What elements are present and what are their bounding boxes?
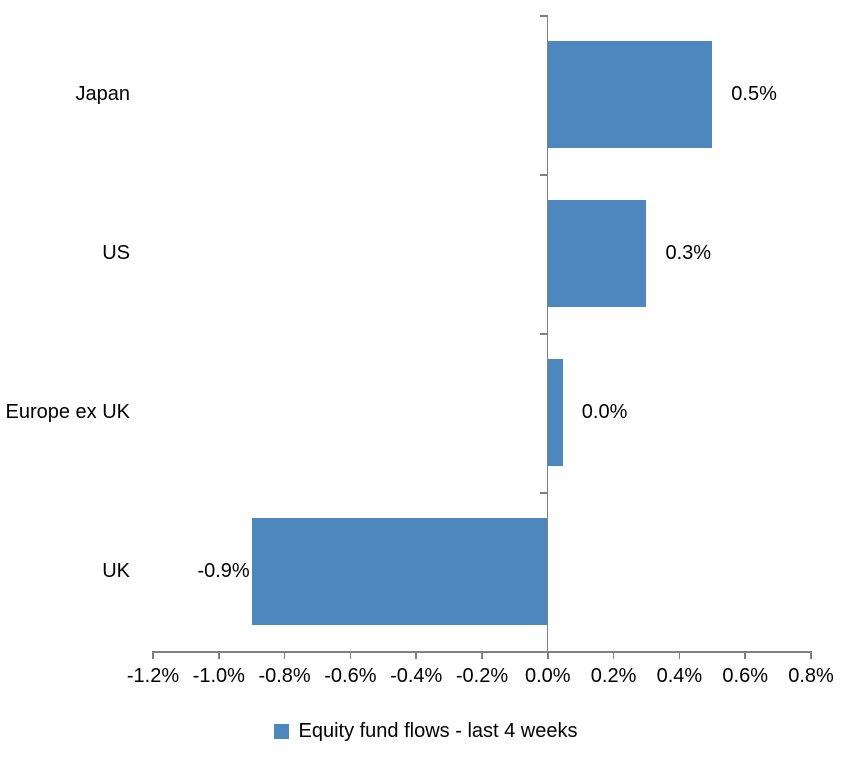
x-axis-tick-label: 0.0% bbox=[525, 665, 571, 687]
x-axis-tick bbox=[349, 651, 352, 659]
x-axis-tick bbox=[152, 651, 154, 659]
value-label: -0.9% bbox=[197, 560, 250, 582]
x-axis-tick bbox=[283, 651, 286, 659]
category-label: UK bbox=[102, 560, 130, 582]
x-axis-tick bbox=[612, 651, 615, 659]
category-label: Europe ex UK bbox=[5, 401, 130, 423]
x-axis-tick-label: -0.6% bbox=[324, 665, 377, 687]
x-axis-tick-label: 0.8% bbox=[788, 665, 834, 687]
x-axis-tick bbox=[481, 651, 483, 659]
x-axis-tick-label: 0.2% bbox=[590, 665, 637, 687]
x-axis-tick bbox=[678, 651, 681, 659]
x-axis-tick-label: -0.2% bbox=[455, 665, 509, 687]
category-label: Japan bbox=[75, 83, 131, 105]
x-axis-tick-label: -1.0% bbox=[192, 665, 245, 687]
x-axis-tick-label: -1.2% bbox=[126, 665, 180, 687]
x-axis-tick-label: 0.6% bbox=[722, 665, 768, 687]
bar bbox=[251, 518, 548, 625]
y-axis-tick bbox=[539, 174, 548, 176]
legend: Equity fund flows - last 4 weeks bbox=[0, 716, 852, 746]
category-label: US bbox=[102, 242, 130, 264]
y-axis-tick bbox=[539, 15, 548, 17]
value-label: 0.3% bbox=[665, 242, 712, 264]
x-axis-tick bbox=[218, 651, 220, 659]
x-axis-tick-label: -0.8% bbox=[258, 665, 311, 687]
x-axis-tick bbox=[810, 651, 812, 659]
x-axis-tick bbox=[744, 651, 746, 659]
value-label: 0.5% bbox=[731, 83, 777, 105]
legend-label: Equity fund flows - last 4 weeks bbox=[298, 719, 578, 742]
x-axis-tick-label: 0.4% bbox=[656, 665, 703, 687]
bar bbox=[547, 41, 713, 148]
x-axis-tick bbox=[547, 651, 549, 659]
value-label: 0.0% bbox=[581, 401, 628, 423]
bar bbox=[547, 359, 563, 466]
x-axis-tick bbox=[415, 651, 417, 659]
bar bbox=[547, 200, 647, 307]
y-axis-tick bbox=[539, 333, 548, 335]
legend-marker-icon bbox=[274, 723, 290, 739]
x-axis-tick-label: -0.4% bbox=[390, 665, 443, 687]
y-axis-tick bbox=[539, 492, 548, 494]
